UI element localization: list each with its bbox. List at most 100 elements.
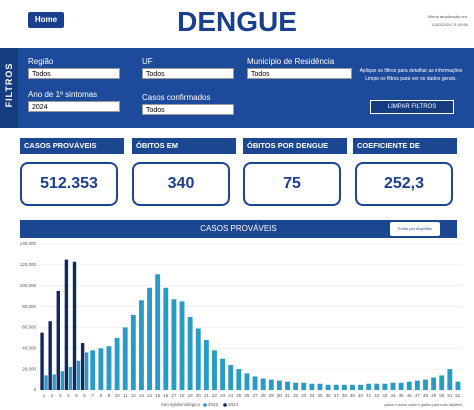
x-tick-label: 47 <box>415 393 421 398</box>
card-value: 252,3 <box>355 162 453 206</box>
x-tick-label: 26 <box>244 393 250 398</box>
x-tick-label: 48 <box>423 393 429 398</box>
x-tick-label: 29 <box>269 393 275 398</box>
x-tick-label: 51 <box>447 393 453 398</box>
y-tick-label: 60,000 <box>22 325 36 330</box>
bar <box>212 350 217 390</box>
bar <box>179 301 185 390</box>
x-tick-label: 9 <box>108 393 111 398</box>
chart-title: CASOS PROVÁVEIS <box>20 220 457 238</box>
filter-select[interactable]: Todos <box>142 68 234 79</box>
bar <box>317 383 323 390</box>
card-header: ÓBITOS EM INVESTIGAÇÃO <box>132 138 236 166</box>
bar <box>84 352 89 390</box>
x-tick-label: 3 <box>59 393 62 398</box>
bar <box>406 381 412 390</box>
x-tick-label: 37 <box>334 393 340 398</box>
bar <box>252 376 258 390</box>
x-tick-label: 49 <box>431 393 437 398</box>
x-tick-label: 39 <box>350 393 356 398</box>
x-tick-label: 43 <box>382 393 388 398</box>
bar <box>301 382 307 390</box>
bar <box>333 384 339 390</box>
bar <box>358 384 363 390</box>
bar <box>390 382 396 390</box>
x-tick-label: 8 <box>100 393 103 398</box>
x-tick-label: 10 <box>115 393 121 398</box>
x-tick-label: 14 <box>147 393 153 398</box>
x-tick-label: 45 <box>399 393 405 398</box>
x-tick-label: 28 <box>261 393 267 398</box>
filter-select[interactable]: Todos <box>142 104 234 115</box>
x-tick-label: 7 <box>91 393 94 398</box>
clear-button[interactable]: LIMPAR FILTROS <box>370 100 454 114</box>
filter-select[interactable]: 2024 <box>28 101 120 112</box>
y-tick-label: 40,000 <box>22 345 36 350</box>
x-tick-label: 50 <box>439 393 445 398</box>
x-tick-label: 16 <box>163 393 169 398</box>
legend-swatch <box>223 403 227 407</box>
x-tick-label: 15 <box>155 393 161 398</box>
bar <box>187 317 193 390</box>
bar <box>268 379 274 390</box>
filter-band <box>0 48 474 128</box>
x-tick-label: 5 <box>75 393 78 398</box>
legend-label: 2024 <box>228 402 239 407</box>
bar <box>309 383 315 390</box>
bar <box>76 360 81 390</box>
y-tick-label: 100,000 <box>20 283 37 288</box>
filter-note: Limpe os filtros para ver os dados gerai… <box>365 76 457 82</box>
bar <box>52 374 56 390</box>
home-button[interactable]: Home <box>28 12 64 28</box>
bar <box>276 380 282 390</box>
x-tick-label: 52 <box>455 393 461 398</box>
card-header: ÓBITOS POR DENGUE <box>243 138 347 154</box>
bar <box>106 346 112 390</box>
x-tick-label: 40 <box>358 393 364 398</box>
x-tick-label: 19 <box>188 393 194 398</box>
x-tick-label: 42 <box>374 393 380 398</box>
bar <box>56 290 60 390</box>
x-tick-label: 25 <box>236 393 242 398</box>
card-value: 340 <box>132 162 230 206</box>
bar <box>447 369 453 390</box>
x-tick-label: 6 <box>83 393 86 398</box>
bar <box>414 380 420 390</box>
bar <box>163 287 169 390</box>
bar <box>228 364 234 390</box>
filter-note: Aplique os filtros para detalhar as info… <box>359 68 463 74</box>
x-tick-label: 33 <box>301 393 307 398</box>
bar <box>139 300 144 390</box>
bar <box>114 337 120 390</box>
bar <box>68 367 73 390</box>
toggle-button[interactable]: Exibir por Ano/Mês <box>390 222 440 236</box>
x-tick-label: 31 <box>285 393 291 398</box>
bar <box>341 384 347 390</box>
bar <box>44 375 48 390</box>
x-tick-label: 44 <box>391 393 397 398</box>
filter-select[interactable]: Todos <box>247 68 352 79</box>
x-tick-label: 27 <box>253 393 259 398</box>
bar <box>147 287 152 390</box>
bar <box>155 274 161 390</box>
y-tick-label: 140,000 <box>20 241 37 246</box>
filter-tab: FILTROS <box>0 48 18 128</box>
bar <box>260 378 266 390</box>
filter-select[interactable]: Todos <box>28 68 120 79</box>
bar <box>439 375 445 390</box>
x-tick-label: 30 <box>277 393 283 398</box>
filter-label: UF <box>142 57 153 66</box>
card-value: 75 <box>243 162 341 206</box>
card-value: 512.353 <box>20 162 118 206</box>
bar <box>90 350 96 390</box>
bar <box>72 261 77 390</box>
x-tick-label: 34 <box>309 393 315 398</box>
bar <box>130 314 136 390</box>
y-tick-label: 20,000 <box>22 366 36 371</box>
bar <box>325 384 331 390</box>
card-header: CASOS PROVÁVEIS <box>20 138 124 154</box>
bar <box>382 383 388 390</box>
bar <box>431 377 437 390</box>
bar <box>195 328 201 390</box>
bar <box>293 382 299 390</box>
